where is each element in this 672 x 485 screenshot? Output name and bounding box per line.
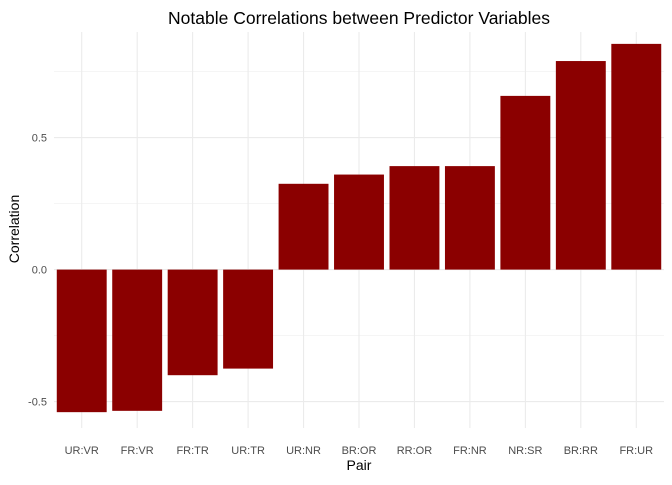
- chart-title: Notable Correlations between Predictor V…: [168, 8, 550, 28]
- bar-nr-sr: [500, 95, 551, 270]
- y-axis-ticks: -0.5 0.0 0.5: [28, 133, 47, 409]
- bar-fr-tr: [167, 269, 218, 376]
- bar-ur-nr: [278, 183, 329, 270]
- bar-br-rr: [555, 61, 606, 270]
- x-tick-label: FR:NR: [453, 445, 487, 457]
- x-tick-label: RR:OR: [397, 445, 433, 457]
- x-axis-label: Pair: [347, 457, 372, 473]
- x-tick-label: FR:TR: [176, 445, 208, 457]
- x-tick-label: UR:NR: [286, 445, 321, 457]
- bar-rr-or: [389, 166, 440, 270]
- x-tick-label: BR:RR: [564, 445, 598, 457]
- bar-br-or: [334, 174, 384, 270]
- x-axis-ticks: UR:VR FR:VR FR:TR UR:TR UR:NR BR:OR RR:OR FR:NR…: [65, 445, 654, 457]
- bar-ur-vr: [56, 269, 107, 413]
- y-tick-label: -0.5: [28, 397, 47, 409]
- x-tick-label: UR:VR: [65, 445, 99, 457]
- y-axis-label: Correlation: [6, 195, 22, 263]
- x-tick-label: BR:OR: [342, 445, 377, 457]
- x-tick-label: NR:SR: [508, 445, 542, 457]
- x-tick-label: FR:VR: [121, 445, 154, 457]
- y-tick-label: 0.5: [32, 133, 47, 145]
- y-tick-label: 0.0: [32, 265, 47, 277]
- bars: [56, 43, 662, 413]
- bar-fr-vr: [112, 269, 163, 411]
- bar-fr-nr: [444, 166, 495, 270]
- x-tick-label: FR:UR: [619, 445, 653, 457]
- x-tick-label: UR:TR: [231, 445, 265, 457]
- bar-fr-ur: [611, 43, 662, 270]
- bar-ur-tr: [223, 269, 274, 369]
